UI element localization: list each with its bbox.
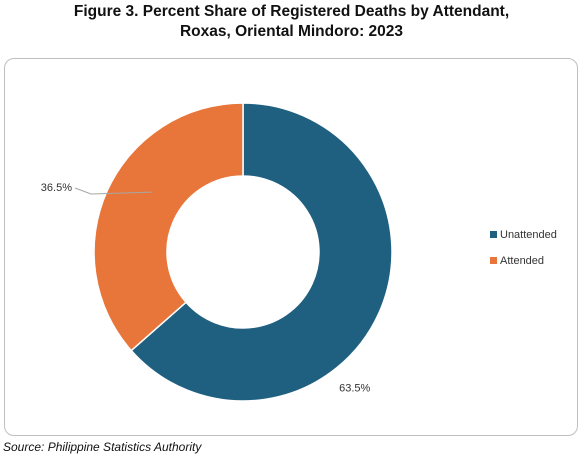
data-labels: 63.5% 36.5%: [41, 182, 371, 395]
leader-lines: [74, 187, 152, 195]
leader-line-attended: [74, 187, 152, 195]
source-note: Source: Philippine Statistics Authority: [3, 440, 202, 454]
slice-attended: [93, 102, 244, 352]
data-label-attended: 36.5%: [41, 182, 72, 194]
chart-title-line-2: Roxas, Oriental Mindoro: 2023: [179, 23, 404, 40]
legend-swatch-attended: [490, 257, 497, 264]
donut-slices: [93, 102, 393, 402]
legend-label-unattended: Unattended: [500, 229, 557, 241]
legend-swatch-unattended: [490, 231, 497, 238]
chart-title: Figure 3. Percent Share of Registered De…: [0, 2, 583, 42]
data-label-unattended: 63.5%: [339, 383, 370, 395]
chart-title-line-1: Figure 3. Percent Share of Registered De…: [73, 3, 510, 20]
legend-label-attended: Attended: [500, 255, 544, 267]
slice-unattended: [130, 102, 393, 402]
legend: Unattended Attended: [490, 229, 557, 267]
